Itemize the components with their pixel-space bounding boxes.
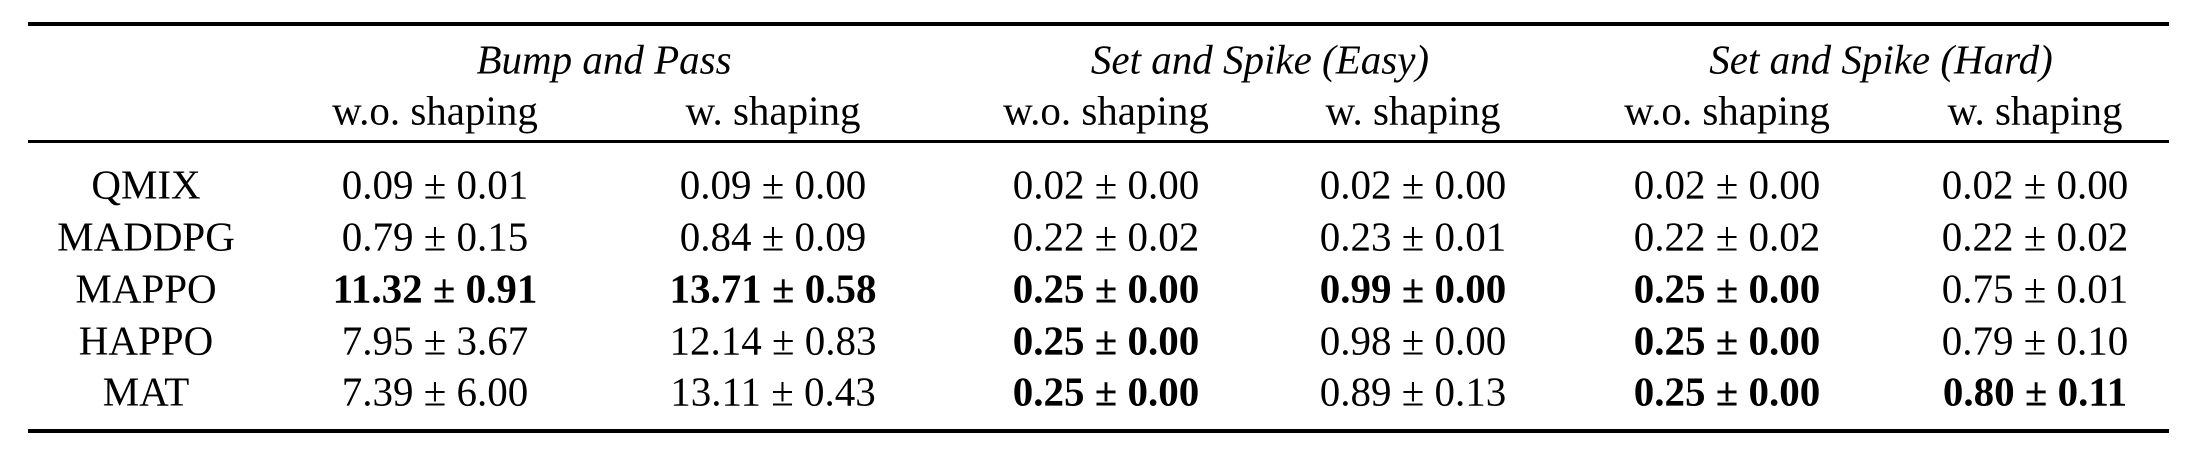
table-cell: 0.25 ± 0.00	[1633, 368, 1821, 415]
table-cell: 11.32 ± 0.91	[332, 265, 538, 312]
header-rule	[28, 140, 2169, 143]
column-header: w. shaping	[1325, 87, 1501, 134]
table-cell: 0.80 ± 0.11	[1942, 368, 2128, 415]
table-cell: 0.02 ± 0.00	[1633, 161, 1821, 208]
bottom-rule	[28, 429, 2169, 433]
column-header: w. shaping	[1947, 87, 2123, 134]
table-cell: 12.14 ± 0.83	[669, 317, 877, 364]
table-cell: 13.11 ± 0.43	[670, 368, 876, 415]
method-name: MAPPO	[75, 265, 217, 312]
method-name: HAPPO	[78, 317, 214, 364]
group-header: Set and Spike (Easy)	[1090, 36, 1430, 83]
table-cell: 0.79 ± 0.15	[341, 213, 529, 260]
table-cell: 0.09 ± 0.00	[679, 161, 867, 208]
table-cell: 0.23 ± 0.01	[1319, 213, 1507, 260]
table-cell: 7.39 ± 6.00	[341, 368, 529, 415]
method-name: MADDPG	[57, 213, 235, 260]
group-header: Set and Spike (Hard)	[1709, 36, 2053, 83]
table-cell: 0.02 ± 0.00	[1012, 161, 1200, 208]
table-cell: 0.25 ± 0.00	[1012, 265, 1200, 312]
table-cell: 0.25 ± 0.00	[1633, 265, 1821, 312]
method-name: MAT	[102, 368, 190, 415]
table-cell: 0.02 ± 0.00	[1941, 161, 2129, 208]
table-cell: 0.25 ± 0.00	[1012, 317, 1200, 364]
top-rule	[28, 22, 2169, 26]
table-cell: 0.99 ± 0.00	[1319, 265, 1507, 312]
table-cell: 0.75 ± 0.01	[1941, 265, 2129, 312]
column-header: w.o. shaping	[332, 87, 538, 134]
table-cell: 0.09 ± 0.01	[341, 161, 529, 208]
table-cell: 0.98 ± 0.00	[1319, 317, 1507, 364]
table-cell: 0.89 ± 0.13	[1319, 368, 1507, 415]
table-cell: 0.25 ± 0.00	[1633, 317, 1821, 364]
table-cell: 0.84 ± 0.09	[679, 213, 867, 260]
table-cell: 7.95 ± 3.67	[341, 317, 529, 364]
table-cell: 0.22 ± 0.02	[1012, 213, 1200, 260]
table-cell: 13.71 ± 0.58	[669, 265, 877, 312]
method-name: QMIX	[91, 161, 201, 208]
table-cell: 0.79 ± 0.10	[1941, 317, 2129, 364]
column-header: w. shaping	[685, 87, 861, 134]
table-cell: 0.22 ± 0.02	[1633, 213, 1821, 260]
column-header: w.o. shaping	[1003, 87, 1209, 134]
table-cell: 0.22 ± 0.02	[1941, 213, 2129, 260]
table-cell: 0.02 ± 0.00	[1319, 161, 1507, 208]
table-cell: 0.25 ± 0.00	[1012, 368, 1200, 415]
group-header: Bump and Pass	[476, 36, 732, 83]
column-header: w.o. shaping	[1624, 87, 1830, 134]
